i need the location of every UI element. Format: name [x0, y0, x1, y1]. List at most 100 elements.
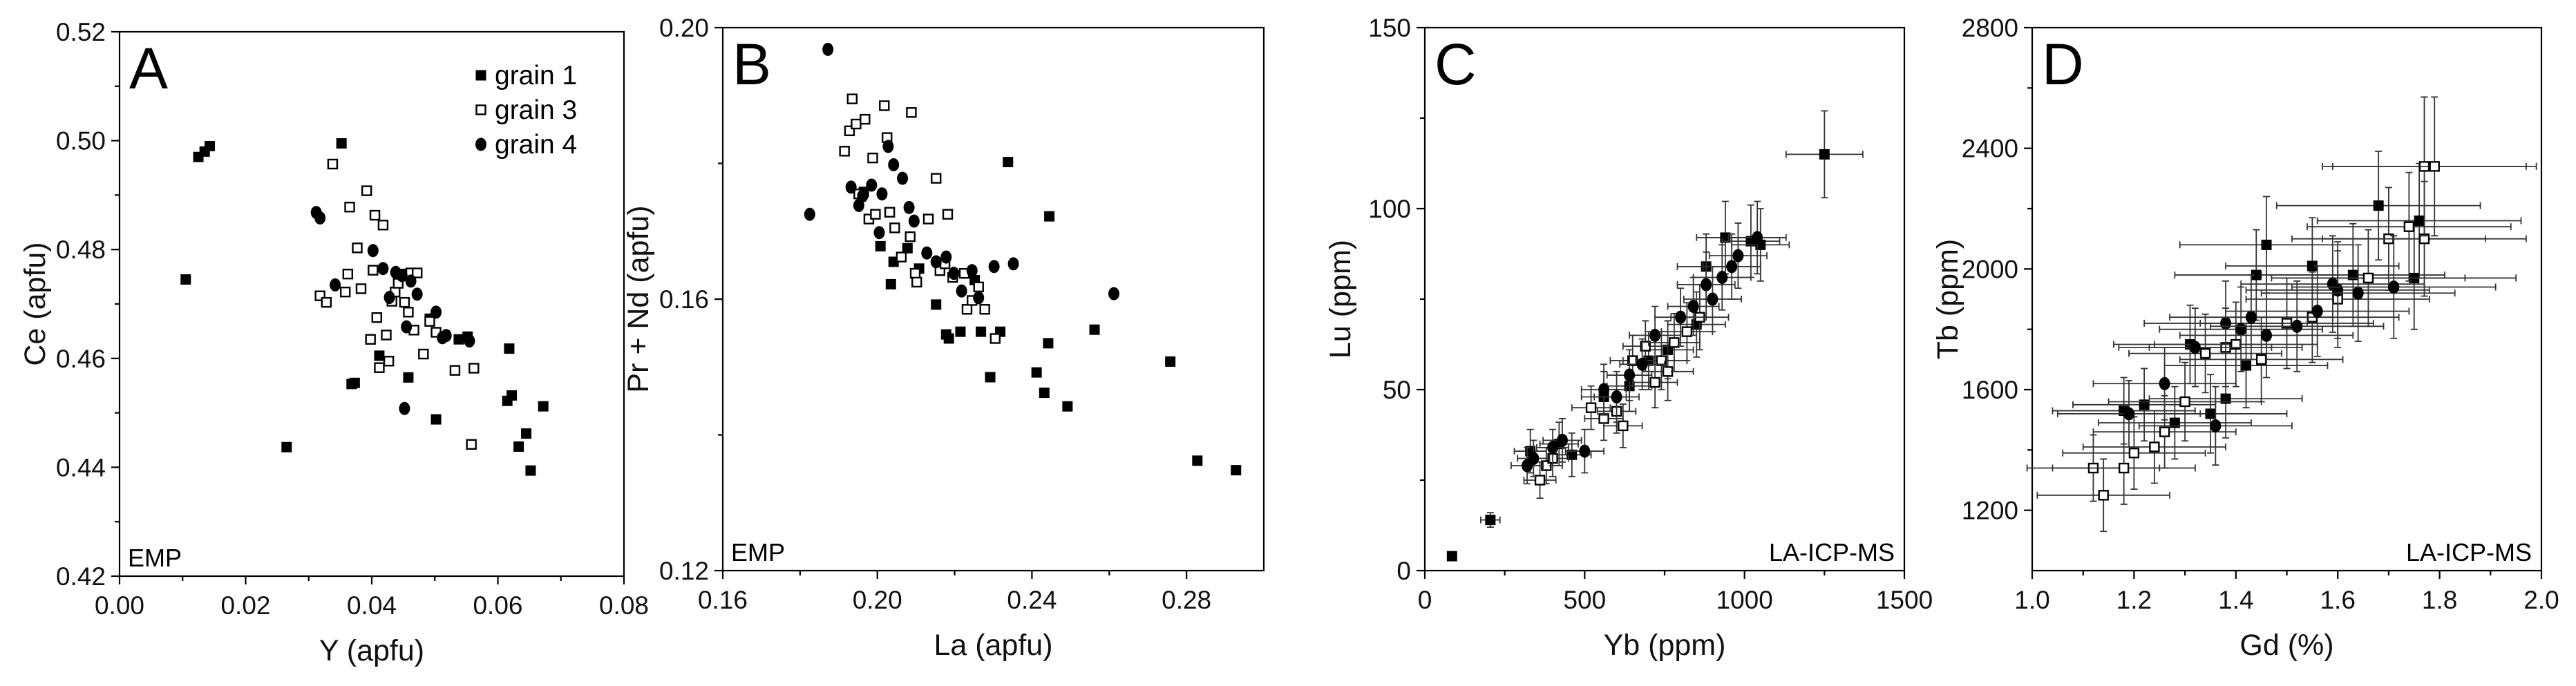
data-point — [2241, 360, 2252, 371]
data-point — [921, 246, 933, 260]
data-point — [1192, 455, 1203, 466]
data-point — [2332, 283, 2344, 297]
data-point — [911, 276, 922, 288]
data-point — [1089, 324, 1100, 335]
panel-c: 0 500 1000 1500 0 50 100 150 Yb (ppm) Lu (ppm) C LA… — [1324, 14, 1933, 662]
data-point — [851, 118, 862, 130]
data-point — [867, 152, 878, 164]
data-point — [371, 312, 382, 323]
y-tick-label: 150 — [1368, 14, 1411, 42]
x-tick-label: 500 — [1563, 586, 1606, 614]
data-point — [399, 296, 410, 308]
data-point — [367, 244, 379, 258]
data-point — [2179, 396, 2190, 408]
data-point — [1726, 260, 1738, 274]
data-point — [1108, 287, 1119, 301]
y-tick-label: 0.44 — [56, 453, 106, 482]
data-point — [314, 211, 326, 225]
data-point — [2245, 310, 2257, 324]
data-point — [377, 262, 389, 276]
data-point — [1031, 367, 1042, 378]
data-point — [1062, 401, 1073, 412]
data-point — [948, 267, 960, 280]
data-point — [1165, 356, 1176, 367]
data-point — [979, 304, 990, 315]
data-point — [2362, 272, 2374, 284]
data-point — [374, 350, 385, 361]
y-tick-label: 1200 — [1962, 497, 2018, 525]
data-point — [940, 250, 952, 264]
panel-letter: A — [129, 36, 168, 101]
data-point — [2199, 347, 2211, 359]
data-point — [822, 42, 834, 56]
data-point — [922, 213, 934, 225]
data-point — [973, 291, 985, 305]
data-point — [403, 372, 414, 383]
data-point — [1556, 433, 1568, 447]
x-tick-label: 0.16 — [698, 586, 748, 614]
data-point — [1231, 465, 1242, 476]
data-point — [405, 274, 417, 288]
data-point — [430, 305, 442, 319]
data-point — [538, 401, 549, 412]
data-point — [2261, 328, 2273, 342]
data-point — [2189, 341, 2201, 354]
data-point — [988, 260, 1000, 274]
data-point — [1579, 444, 1591, 458]
data-point — [906, 107, 917, 118]
x-tick-label: 0.08 — [599, 591, 649, 620]
data-point — [349, 377, 360, 388]
series-grain-4 — [2056, 235, 2497, 466]
y-axis-label: Lu (ppm) — [1324, 240, 1357, 359]
data-point — [973, 281, 984, 293]
data-point — [1003, 157, 1014, 168]
data-point — [369, 209, 381, 221]
data-point — [1618, 420, 1629, 432]
method-label: EMP — [731, 538, 785, 566]
data-point — [506, 390, 518, 401]
x-axis-label: La (apfu) — [934, 629, 1052, 662]
data-point — [870, 209, 881, 220]
data-point — [412, 267, 423, 278]
data-point — [1687, 299, 1699, 313]
x-tick-label: 0.02 — [220, 591, 270, 620]
panel-letter: C — [1434, 32, 1477, 97]
data-point — [2205, 408, 2216, 419]
x-tick-label: 2.0 — [2523, 586, 2559, 614]
data-point — [383, 291, 395, 305]
data-point — [383, 356, 395, 367]
x-tick-label: 0.00 — [95, 591, 144, 620]
data-point — [976, 326, 987, 337]
data-point — [424, 316, 435, 327]
data-point — [403, 307, 414, 318]
data-point — [1485, 515, 1496, 526]
data-point — [396, 269, 408, 283]
data-point — [1649, 328, 1661, 342]
data-point — [1636, 357, 1648, 371]
data-point — [2388, 280, 2400, 294]
data-point — [1707, 292, 1718, 306]
data-point — [399, 401, 410, 415]
x-axis-label: Gd (%) — [2239, 629, 2333, 662]
y-tick-label: 0.48 — [56, 236, 106, 264]
y-axis-label: Ce (apfu) — [19, 242, 52, 365]
series-grain-4 — [804, 42, 1119, 305]
data-point — [1732, 249, 1744, 263]
data-point — [1681, 326, 1693, 337]
series-grain-3 — [839, 93, 1001, 344]
series-grain-1 — [2052, 151, 2522, 460]
y-tick-label: 50 — [1383, 376, 1411, 404]
y-tick-label: 1600 — [1962, 376, 2018, 404]
legend: grain 1 grain 3 grain 4 — [475, 61, 577, 160]
data-point — [468, 363, 480, 374]
data-point — [2403, 221, 2415, 232]
data-point — [2251, 269, 2262, 280]
legend-label: grain 1 — [495, 61, 577, 90]
x-tick-label: 0 — [1418, 586, 1432, 614]
data-point — [368, 265, 379, 276]
data-point — [1624, 368, 1636, 382]
data-point — [440, 329, 452, 343]
y-tick-label: 2400 — [1962, 135, 2018, 163]
